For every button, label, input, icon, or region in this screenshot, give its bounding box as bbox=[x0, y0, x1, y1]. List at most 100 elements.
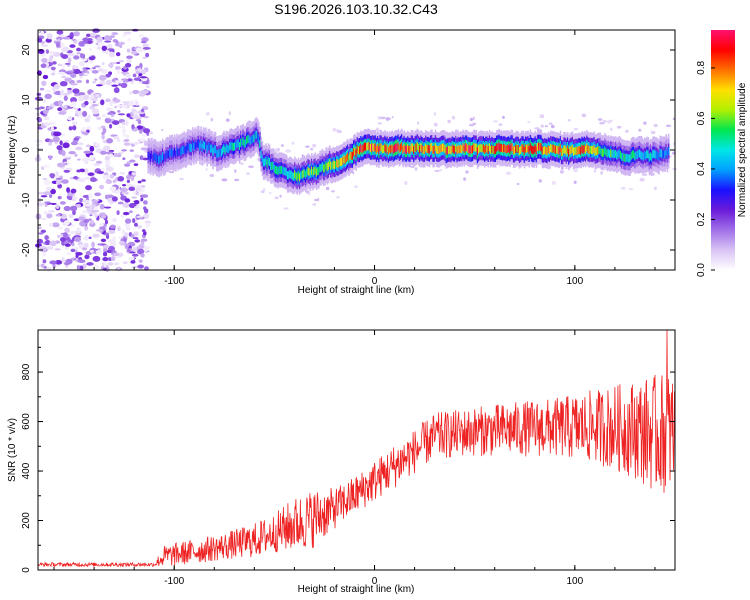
ridge-cell bbox=[232, 142, 235, 151]
ridge-cell bbox=[214, 145, 217, 154]
noise-cell bbox=[67, 57, 72, 64]
ridge-cell bbox=[447, 146, 450, 155]
noise-cell bbox=[140, 185, 146, 188]
ridge-cell bbox=[158, 155, 160, 164]
noise-cell bbox=[122, 157, 126, 160]
noise-cell bbox=[102, 145, 111, 152]
noise-cell bbox=[53, 131, 61, 137]
speckle-cell bbox=[465, 170, 469, 174]
ridge-cell bbox=[182, 146, 184, 155]
ridge-cell bbox=[518, 147, 521, 156]
noise-cell bbox=[41, 165, 50, 168]
ridge-cell bbox=[389, 144, 391, 153]
ridge-cell bbox=[419, 145, 421, 154]
noise-cell bbox=[44, 201, 52, 204]
ridge-cell bbox=[526, 144, 528, 153]
noise-cell bbox=[139, 76, 148, 79]
ridge-cell bbox=[152, 154, 154, 163]
noise-cell bbox=[96, 116, 102, 120]
ridge-cell bbox=[636, 150, 639, 159]
x-tick-label: 100 bbox=[566, 276, 583, 287]
ridge-cell bbox=[545, 146, 547, 155]
noise-cell bbox=[101, 45, 108, 51]
ridge-cell bbox=[226, 144, 229, 153]
noise-cell bbox=[89, 177, 97, 183]
noise-cell bbox=[127, 37, 132, 42]
noise-cell bbox=[110, 256, 116, 262]
speckle-cell bbox=[312, 143, 317, 148]
ridge-cell bbox=[229, 142, 231, 151]
noise-cell bbox=[73, 175, 79, 180]
ridge-cell bbox=[468, 145, 470, 154]
noise-cell bbox=[55, 177, 63, 180]
ridge-cell bbox=[241, 138, 243, 147]
speckle-cell bbox=[305, 145, 310, 148]
noise-cell bbox=[105, 107, 113, 111]
ridge-cell bbox=[175, 150, 177, 159]
noise-cell bbox=[126, 55, 133, 59]
y-tick-label: 200 bbox=[21, 512, 32, 529]
ridge-cell bbox=[336, 159, 338, 168]
noise-cell bbox=[76, 47, 82, 52]
ridge-cell bbox=[212, 147, 214, 156]
ridge-cell bbox=[183, 144, 186, 153]
noise-cell bbox=[49, 240, 57, 247]
ridge-cell bbox=[431, 143, 433, 152]
snr-background bbox=[38, 330, 675, 570]
noise-cell bbox=[142, 56, 147, 59]
ridge-cell bbox=[640, 151, 642, 160]
ridge-cell bbox=[416, 142, 419, 151]
noise-cell bbox=[124, 218, 132, 224]
ridge-cell bbox=[479, 144, 481, 153]
noise-cell bbox=[122, 211, 130, 216]
ridge-cell bbox=[264, 158, 266, 167]
ridge-cell bbox=[393, 144, 396, 153]
speckle-cell bbox=[672, 117, 675, 121]
ridge-cell bbox=[580, 146, 582, 155]
ridge-cell bbox=[568, 148, 570, 157]
ridge-cell bbox=[381, 145, 384, 154]
noise-cell bbox=[127, 78, 133, 82]
noise-cell bbox=[140, 241, 145, 248]
ridge-cell bbox=[187, 142, 189, 151]
speckle-cell bbox=[332, 127, 337, 132]
noise-cell bbox=[126, 249, 131, 252]
ridge-cell bbox=[504, 144, 507, 153]
noise-cell bbox=[143, 231, 147, 236]
speckle-cell bbox=[538, 179, 542, 183]
speckle-cell bbox=[279, 194, 282, 198]
ridge-cell bbox=[373, 143, 376, 152]
noise-cell bbox=[128, 186, 136, 192]
speckle-cell bbox=[283, 207, 289, 210]
noise-cell bbox=[57, 234, 61, 239]
ridge-cell bbox=[268, 158, 271, 167]
ridge-cell bbox=[289, 169, 291, 178]
speckle-cell bbox=[516, 182, 520, 186]
noise-cell bbox=[82, 157, 90, 163]
ridge-cell bbox=[234, 142, 236, 151]
ridge-cell bbox=[534, 144, 537, 153]
ridge-cell bbox=[312, 168, 314, 177]
noise-cell bbox=[94, 192, 101, 197]
noise-cell bbox=[112, 252, 120, 257]
noise-cell bbox=[39, 246, 47, 253]
noise-cell bbox=[67, 115, 73, 121]
ridge-cell bbox=[461, 145, 463, 154]
speckle-cell bbox=[597, 118, 603, 121]
noise-cell bbox=[106, 116, 111, 119]
ridge-cell bbox=[462, 143, 464, 152]
noise-cell bbox=[55, 204, 60, 209]
ridge-cell bbox=[428, 145, 431, 154]
ridge-cell bbox=[280, 165, 283, 174]
ridge-cell bbox=[246, 136, 248, 145]
noise-cell bbox=[134, 199, 140, 205]
ridge-cell bbox=[327, 161, 330, 170]
speckle-cell bbox=[377, 122, 382, 125]
ridge-cell bbox=[503, 144, 505, 153]
noise-cell bbox=[141, 81, 150, 85]
noise-cell bbox=[40, 30, 45, 36]
noise-cell bbox=[94, 78, 98, 81]
noise-cell bbox=[90, 219, 94, 225]
ridge-cell bbox=[635, 151, 638, 160]
noise-cell bbox=[59, 237, 66, 242]
